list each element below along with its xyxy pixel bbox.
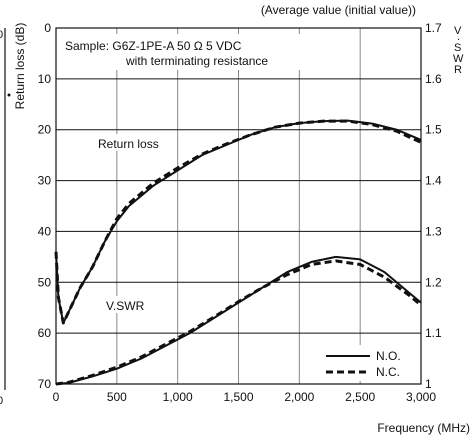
svg-text:S: S — [454, 42, 461, 54]
y-left-tick-label: 30 — [38, 174, 52, 188]
x-tick-label: 3,000 — [406, 390, 436, 404]
x-tick-label: 2,500 — [345, 390, 375, 404]
y-right-tick-label: 1.5 — [425, 123, 442, 137]
y-right-axis-label: V . S W R — [453, 25, 464, 76]
left-partial-dot — [7, 93, 11, 97]
left-partial-tick-bottom: 0 — [0, 395, 3, 407]
y-right-tick-label: 1.7 — [425, 21, 442, 35]
x-axis-label: Frequency (MHz) — [377, 421, 470, 435]
return-loss-label-bg — [96, 134, 176, 151]
svg-text:W: W — [453, 53, 464, 65]
x-tick-label: 500 — [107, 390, 127, 404]
y-right-tick-label: 1.4 — [425, 174, 442, 188]
y-left-tick-label: 10 — [38, 72, 52, 86]
svg-text:R: R — [454, 64, 462, 76]
y-left-axis-label: Return loss (dB) — [13, 23, 27, 110]
svg-text:V: V — [454, 25, 462, 37]
y-right-tick-label: 1.2 — [425, 275, 442, 289]
legend-label-no: N.O. — [376, 349, 401, 363]
y-right-tick-label: 1 — [425, 377, 432, 391]
sample-box — [58, 34, 310, 70]
y-left-tick-label: 20 — [38, 123, 52, 137]
y-left-tick-label: 60 — [38, 326, 52, 340]
sample-line1: Sample: G6Z-1PE-A 50 Ω 5 VDC — [65, 39, 242, 53]
sample-line2: with terminating resistance — [125, 54, 268, 68]
svg-text:.: . — [457, 31, 460, 43]
y-left-tick-label: 0 — [44, 21, 51, 35]
x-tick-label: 1,500 — [223, 390, 253, 404]
left-partial-tick-top: 0 — [0, 29, 3, 41]
return-loss-label: Return loss — [98, 137, 159, 151]
return-loss-line-no — [55, 119, 422, 324]
grid — [56, 28, 421, 384]
header-note: (Average value (initial value)) — [261, 3, 416, 17]
plot-frame — [55, 27, 422, 385]
legend: N.O. N.C. — [320, 345, 418, 381]
x-tick-label: 1,000 — [163, 390, 193, 404]
y-right-tick-label: 1.6 — [425, 72, 442, 86]
legend-bg — [320, 345, 418, 381]
vswr-label: V.SWR — [106, 299, 145, 313]
y-left-tick-label: 70 — [38, 377, 52, 391]
vswr-label-bg — [104, 296, 170, 313]
y-left-tick-label: 50 — [38, 275, 52, 289]
y-right-tick-label: 1.1 — [425, 326, 442, 340]
y-right-tick-label: 1.3 — [425, 224, 442, 238]
x-tick-label: 2,000 — [284, 390, 314, 404]
x-tick-label: 0 — [53, 390, 60, 404]
y-left-tick-label: 40 — [38, 224, 52, 238]
curves — [54, 119, 422, 386]
legend-label-nc: N.C. — [376, 365, 400, 379]
vswr-line-no — [55, 255, 422, 385]
